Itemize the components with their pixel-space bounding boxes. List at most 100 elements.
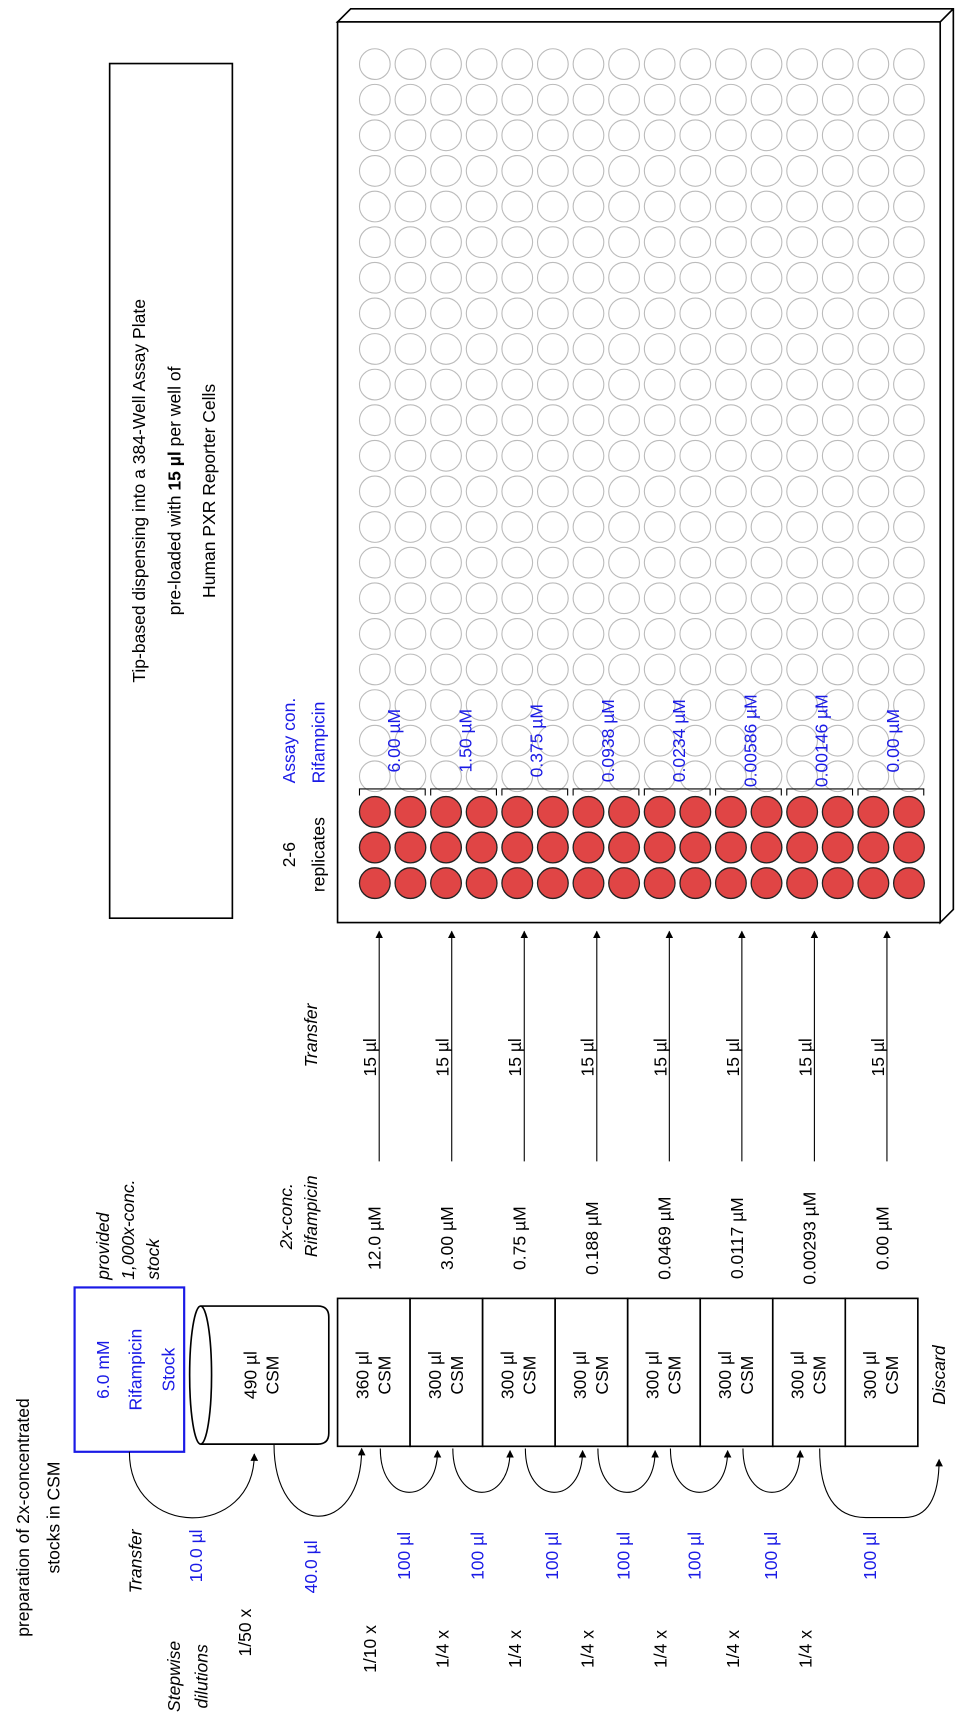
bracket xyxy=(572,788,640,796)
well xyxy=(501,155,534,187)
well xyxy=(893,475,925,508)
well xyxy=(786,760,819,793)
well xyxy=(857,582,890,615)
well xyxy=(358,226,391,259)
well xyxy=(465,689,498,721)
stock-concentration: 0.00 µM xyxy=(872,1206,892,1270)
dilution-tube xyxy=(481,1297,556,1448)
well xyxy=(893,333,925,365)
well xyxy=(857,155,890,187)
well xyxy=(465,333,498,365)
well-filled xyxy=(857,867,890,900)
well xyxy=(536,617,569,650)
well xyxy=(394,760,427,793)
well xyxy=(715,155,747,187)
well xyxy=(715,582,747,615)
well xyxy=(679,368,712,401)
tube-volume: 300 µl xyxy=(715,1351,735,1399)
well xyxy=(715,333,747,365)
well xyxy=(572,439,605,472)
well xyxy=(394,546,427,579)
well xyxy=(821,48,854,80)
well xyxy=(536,368,569,401)
well-filled xyxy=(750,795,783,828)
bracket xyxy=(857,788,925,796)
well-filled xyxy=(501,867,534,900)
transfer-arrow xyxy=(597,1448,659,1493)
well xyxy=(715,226,747,259)
beaker-rim xyxy=(188,1305,213,1445)
well xyxy=(572,546,605,579)
well xyxy=(572,511,605,543)
well xyxy=(786,333,819,365)
well xyxy=(679,155,712,187)
dilution-label: 1/4 x xyxy=(433,1630,453,1668)
well xyxy=(750,582,783,615)
well xyxy=(608,582,640,615)
column-header: 2-6 xyxy=(279,842,299,867)
well xyxy=(750,439,783,472)
well xyxy=(394,582,427,615)
well xyxy=(358,475,391,508)
well xyxy=(786,546,819,579)
well xyxy=(465,546,498,579)
stock-concentration: 3.00 µM xyxy=(437,1206,457,1270)
well xyxy=(394,724,427,757)
transfer-arrow xyxy=(128,1451,259,1519)
transfer-volume: 100 µl xyxy=(761,1532,781,1580)
well xyxy=(572,190,605,223)
well xyxy=(679,689,712,721)
well-filled xyxy=(750,831,783,864)
transfer-volume: 100 µl xyxy=(860,1532,880,1580)
well xyxy=(358,297,391,330)
well xyxy=(358,546,391,579)
well xyxy=(893,689,925,721)
well xyxy=(536,475,569,508)
dispense-volume: 15 µl xyxy=(868,1038,888,1076)
well xyxy=(786,83,819,116)
well xyxy=(358,83,391,116)
well xyxy=(786,689,819,721)
bracket xyxy=(715,788,782,796)
tube-volume: 360 µl xyxy=(352,1351,372,1399)
well xyxy=(857,689,890,721)
well xyxy=(536,155,569,187)
well xyxy=(465,511,498,543)
well xyxy=(715,475,747,508)
well xyxy=(750,760,783,793)
well xyxy=(857,546,890,579)
well xyxy=(465,653,498,686)
well xyxy=(501,261,534,294)
well xyxy=(608,439,640,472)
well xyxy=(786,368,819,401)
well xyxy=(857,404,890,437)
dispense-volume: 15 µl xyxy=(795,1038,815,1076)
well-filled xyxy=(821,795,854,828)
well xyxy=(572,582,605,615)
well xyxy=(679,226,712,259)
well xyxy=(501,617,534,650)
well xyxy=(821,83,854,116)
well xyxy=(501,48,534,80)
well xyxy=(536,261,569,294)
well xyxy=(430,582,462,615)
well xyxy=(643,511,676,543)
well xyxy=(643,546,676,579)
tube-volume: 300 µl xyxy=(860,1351,880,1399)
assay-concentration: 0.00586 µM xyxy=(740,694,760,787)
transfer-volume: 100 µl xyxy=(613,1532,633,1580)
well xyxy=(465,226,498,259)
well xyxy=(715,297,747,330)
well xyxy=(715,511,747,543)
well xyxy=(430,689,462,721)
well-filled xyxy=(857,795,890,828)
well xyxy=(430,155,462,187)
tube-volume: 300 µl xyxy=(788,1351,808,1399)
well xyxy=(536,83,569,116)
well xyxy=(750,190,783,223)
dispense-volume: 15 µl xyxy=(650,1038,670,1076)
well xyxy=(501,83,534,116)
stock-label: Rifampicin xyxy=(126,1329,146,1411)
well xyxy=(750,617,783,650)
well xyxy=(608,404,640,437)
